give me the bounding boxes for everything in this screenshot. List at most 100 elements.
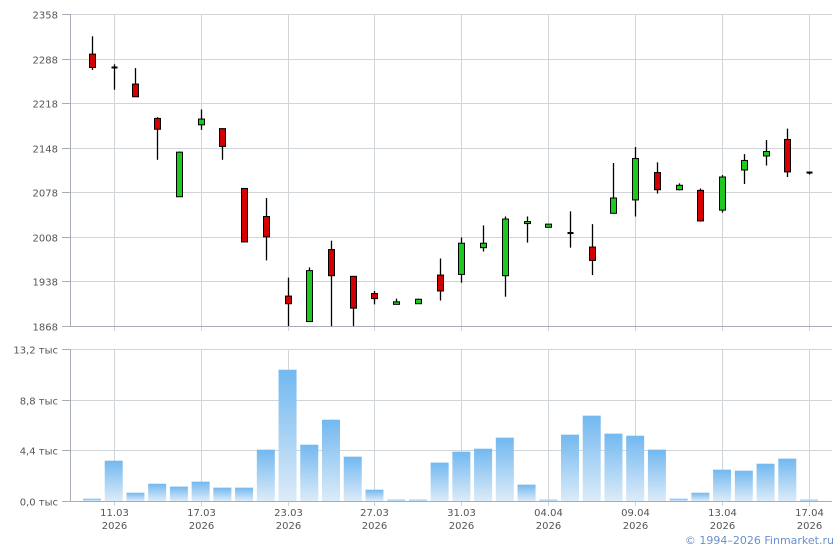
volume-bar <box>365 489 384 501</box>
volume-bar <box>713 469 732 501</box>
candles <box>89 36 813 326</box>
candle <box>132 68 139 98</box>
x-tick-year: 2026 <box>449 521 474 532</box>
x-tick-day: 04.04 <box>534 508 563 519</box>
candle <box>241 187 248 243</box>
candle <box>676 183 683 191</box>
candle-body <box>784 138 791 173</box>
volume-bar <box>474 448 493 501</box>
x-tick-year: 2026 <box>710 521 735 532</box>
candle <box>545 223 552 228</box>
price-tick-label: 1868 <box>33 323 58 334</box>
candle-body <box>654 172 661 191</box>
x-tick-year: 2026 <box>536 521 561 532</box>
volume-bar <box>408 499 427 501</box>
y-axis-labels: 2358 2288 2218 2148 2078 2008 1938 1868 13,2 тыс… <box>13 11 58 509</box>
grid <box>62 14 832 506</box>
x-tick-year: 2026 <box>102 521 127 532</box>
candle-body <box>285 295 292 305</box>
volume-bar <box>734 470 753 501</box>
price-tick-label: 1938 <box>33 278 58 289</box>
candle-body <box>741 159 748 171</box>
x-axis-labels: 11.03 2026 17.03 2026 23.03 2026 27.03 2026 31.0… <box>100 508 824 532</box>
candle <box>806 171 813 175</box>
candle-body <box>306 270 313 323</box>
candle-body <box>480 242 487 249</box>
x-tick-year: 2026 <box>362 521 387 532</box>
candle-body <box>132 83 139 98</box>
candle-body <box>241 187 248 243</box>
price-tick-label: 2148 <box>33 145 58 156</box>
candle-body <box>328 249 335 277</box>
x-tick-day: 27.03 <box>360 508 389 519</box>
candle-body <box>632 158 639 201</box>
candle <box>697 188 704 222</box>
price-tick-label: 2288 <box>33 56 58 67</box>
candle-body <box>198 118 205 126</box>
volume-bar <box>800 499 818 501</box>
candle <box>524 216 531 243</box>
candle <box>350 275 357 326</box>
volume-bar <box>778 458 797 501</box>
candle-body <box>697 189 704 222</box>
price-tick-label: 2218 <box>33 100 58 111</box>
candle <box>458 237 465 283</box>
candle <box>198 109 205 130</box>
volume-bar <box>191 481 210 501</box>
volume-bar <box>669 498 688 501</box>
candle <box>610 162 617 214</box>
price-tick-label: 2358 <box>33 11 58 22</box>
candle <box>784 128 791 178</box>
volume-bar <box>213 487 232 501</box>
candle <box>719 175 726 213</box>
volume-bar <box>126 492 145 501</box>
volume-bar <box>561 434 579 501</box>
candle-body <box>371 293 378 300</box>
candle <box>567 211 574 248</box>
candle-body <box>545 223 552 228</box>
candle <box>328 240 335 326</box>
volume-bar <box>343 456 362 501</box>
candle-body <box>502 218 509 277</box>
volume-bar <box>278 369 297 501</box>
volume-bar <box>452 451 471 501</box>
price-tick-label: 2078 <box>33 189 58 200</box>
volume-bar <box>539 499 558 501</box>
x-tick-year: 2026 <box>797 521 822 532</box>
candle-body <box>263 215 270 238</box>
x-tick-year: 2026 <box>623 521 648 532</box>
candle <box>480 225 487 252</box>
candle-body <box>437 274 444 292</box>
volume-bar <box>235 487 254 501</box>
volume-bar <box>322 419 340 501</box>
volume-bar <box>387 499 406 501</box>
candle-body <box>763 151 770 157</box>
volume-bar <box>495 437 514 501</box>
candle <box>219 128 226 160</box>
x-tick-day: 13.04 <box>708 508 737 519</box>
volume-bar <box>604 433 623 501</box>
volume-bar <box>148 483 167 501</box>
candle-body <box>393 301 400 305</box>
candle-body <box>89 53 96 68</box>
volume-bar <box>582 415 601 501</box>
copyright-link[interactable]: © 1994–2026 Finmarket.ru <box>684 534 834 547</box>
volume-bar <box>756 463 775 501</box>
candle-body <box>676 184 683 191</box>
volume-bars <box>83 369 818 501</box>
x-tick-day: 31.03 <box>447 508 476 519</box>
candle-body <box>350 275 357 309</box>
candle <box>89 36 96 71</box>
candle <box>154 117 161 160</box>
candle <box>176 151 183 198</box>
candle-body <box>719 176 726 211</box>
volume-tick-label: 8,8 тыс <box>20 397 58 408</box>
candle-body <box>524 221 531 225</box>
volume-tick-label: 4,4 тыс <box>20 447 58 458</box>
x-tick-year: 2026 <box>189 521 214 532</box>
x-tick-day: 17.03 <box>187 508 216 519</box>
volume-bar <box>83 498 101 501</box>
candle <box>285 277 292 326</box>
candle-body <box>589 246 596 261</box>
